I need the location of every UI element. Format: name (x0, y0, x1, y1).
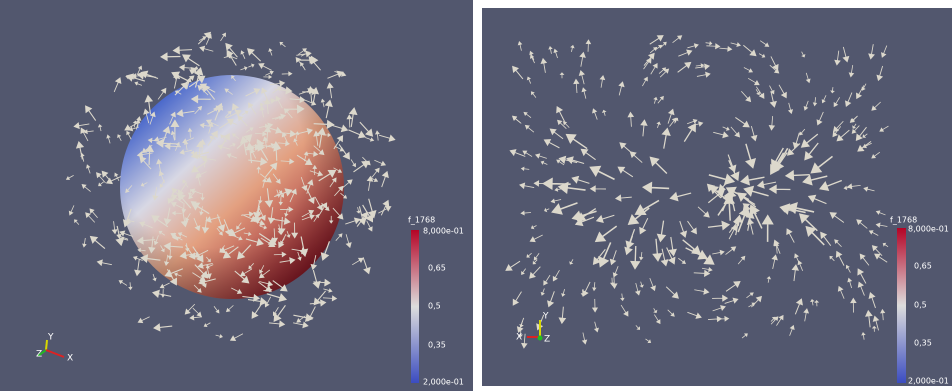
legend-tick: 2,000e-01 (423, 378, 464, 387)
axis-label: Y (542, 312, 549, 322)
axis-label: X (67, 354, 73, 364)
legend-title: f_1768 (890, 216, 917, 225)
legend-tick: 0,65 (428, 264, 446, 273)
color-bar (897, 228, 906, 383)
screenshot: f_1768 8,000e-01 0,65 0,5 0,35 2,000e-01… (0, 0, 952, 391)
legend-tick: 0,65 (914, 262, 932, 271)
legend-title: f_1768 (408, 216, 435, 225)
axis-label: Y (47, 333, 54, 343)
sphere-shading (120, 75, 344, 299)
axis-label: X (516, 333, 522, 343)
legend-tick: 8,000e-01 (908, 225, 949, 234)
axis-label: Z (36, 350, 42, 360)
legend-tick: 0,35 (914, 339, 932, 348)
color-bar (411, 230, 419, 383)
legend-tick: 0,5 (428, 302, 441, 311)
legend-tick: 2,000e-01 (908, 377, 949, 386)
render-view (482, 8, 952, 386)
legend-tick: 0,35 (428, 341, 446, 350)
axis-label: Z (544, 335, 550, 345)
legend-tick: 0,5 (914, 301, 927, 310)
legend-tick: 8,000e-01 (423, 227, 464, 236)
